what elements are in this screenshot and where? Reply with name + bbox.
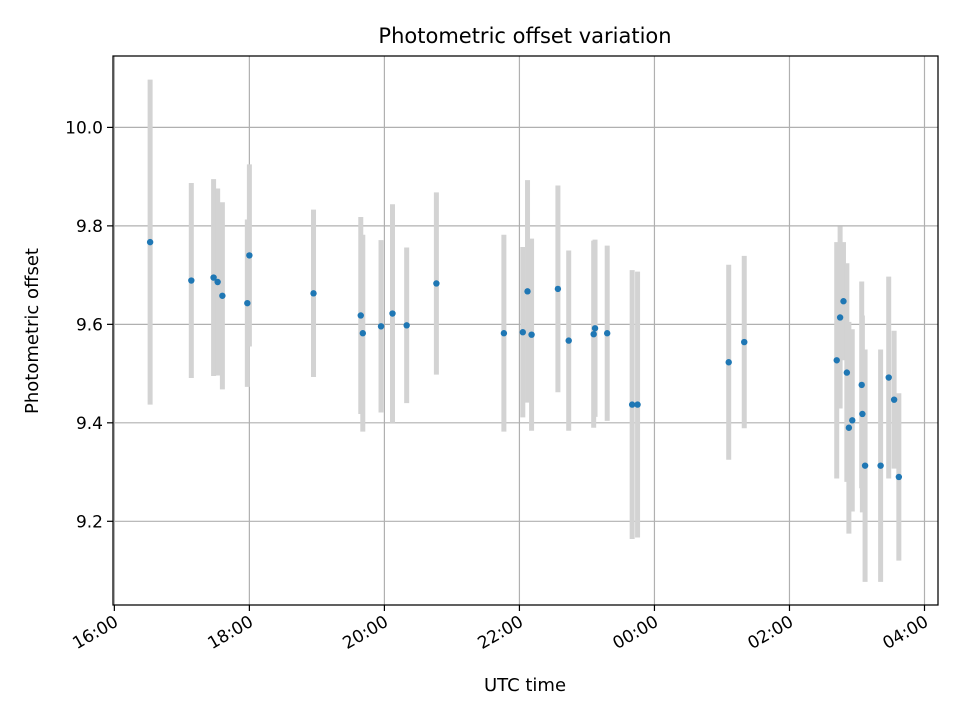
chart-title: Photometric offset variation (378, 24, 671, 48)
y-tick-label: 10.0 (65, 118, 103, 138)
data-point (524, 288, 531, 295)
data-point (554, 285, 562, 293)
data-point (244, 299, 251, 307)
data-point (591, 325, 599, 332)
y-tick-label: 9.4 (76, 414, 103, 434)
data-point (565, 337, 572, 344)
data-point (845, 424, 853, 431)
data-point (214, 278, 221, 286)
data-point (859, 410, 866, 418)
data-point (885, 374, 892, 381)
data-point (403, 322, 410, 329)
y-tick-label: 9.6 (76, 315, 103, 335)
data-point (840, 298, 847, 305)
data-point (519, 329, 526, 336)
data-point (357, 312, 364, 319)
data-point (603, 330, 611, 337)
data-point (861, 462, 869, 469)
data-point (377, 323, 385, 330)
plot-frame (112, 55, 939, 606)
data-point (188, 277, 195, 284)
data-point (741, 338, 748, 346)
data-point (433, 280, 440, 287)
data-point (836, 314, 844, 321)
data-point (310, 290, 317, 297)
data-point (590, 330, 597, 338)
data-point (628, 401, 636, 408)
data-point (528, 331, 535, 338)
data-point (890, 396, 898, 403)
data-point (210, 274, 217, 281)
data-point (858, 381, 865, 389)
data-point (389, 310, 396, 317)
y-axis-label: Photometric offset (22, 248, 43, 414)
y-tick-label: 9.2 (76, 512, 103, 532)
data-point (359, 330, 366, 337)
y-axis-ticks: 9.2 9.4 9.6 9.8 10.0 (65, 118, 113, 532)
x-axis-label: UTC time (484, 675, 566, 696)
y-tick-label: 9.8 (76, 217, 103, 237)
data-point (843, 369, 851, 376)
data-points (146, 238, 903, 481)
data-point (219, 292, 226, 299)
data-point (833, 357, 840, 364)
data-point (500, 330, 508, 337)
data-point (634, 401, 641, 408)
data-point (895, 473, 903, 481)
data-point (849, 417, 856, 424)
data-point (877, 462, 884, 469)
data-point (146, 238, 154, 246)
data-point (246, 252, 253, 259)
data-point (725, 359, 732, 366)
